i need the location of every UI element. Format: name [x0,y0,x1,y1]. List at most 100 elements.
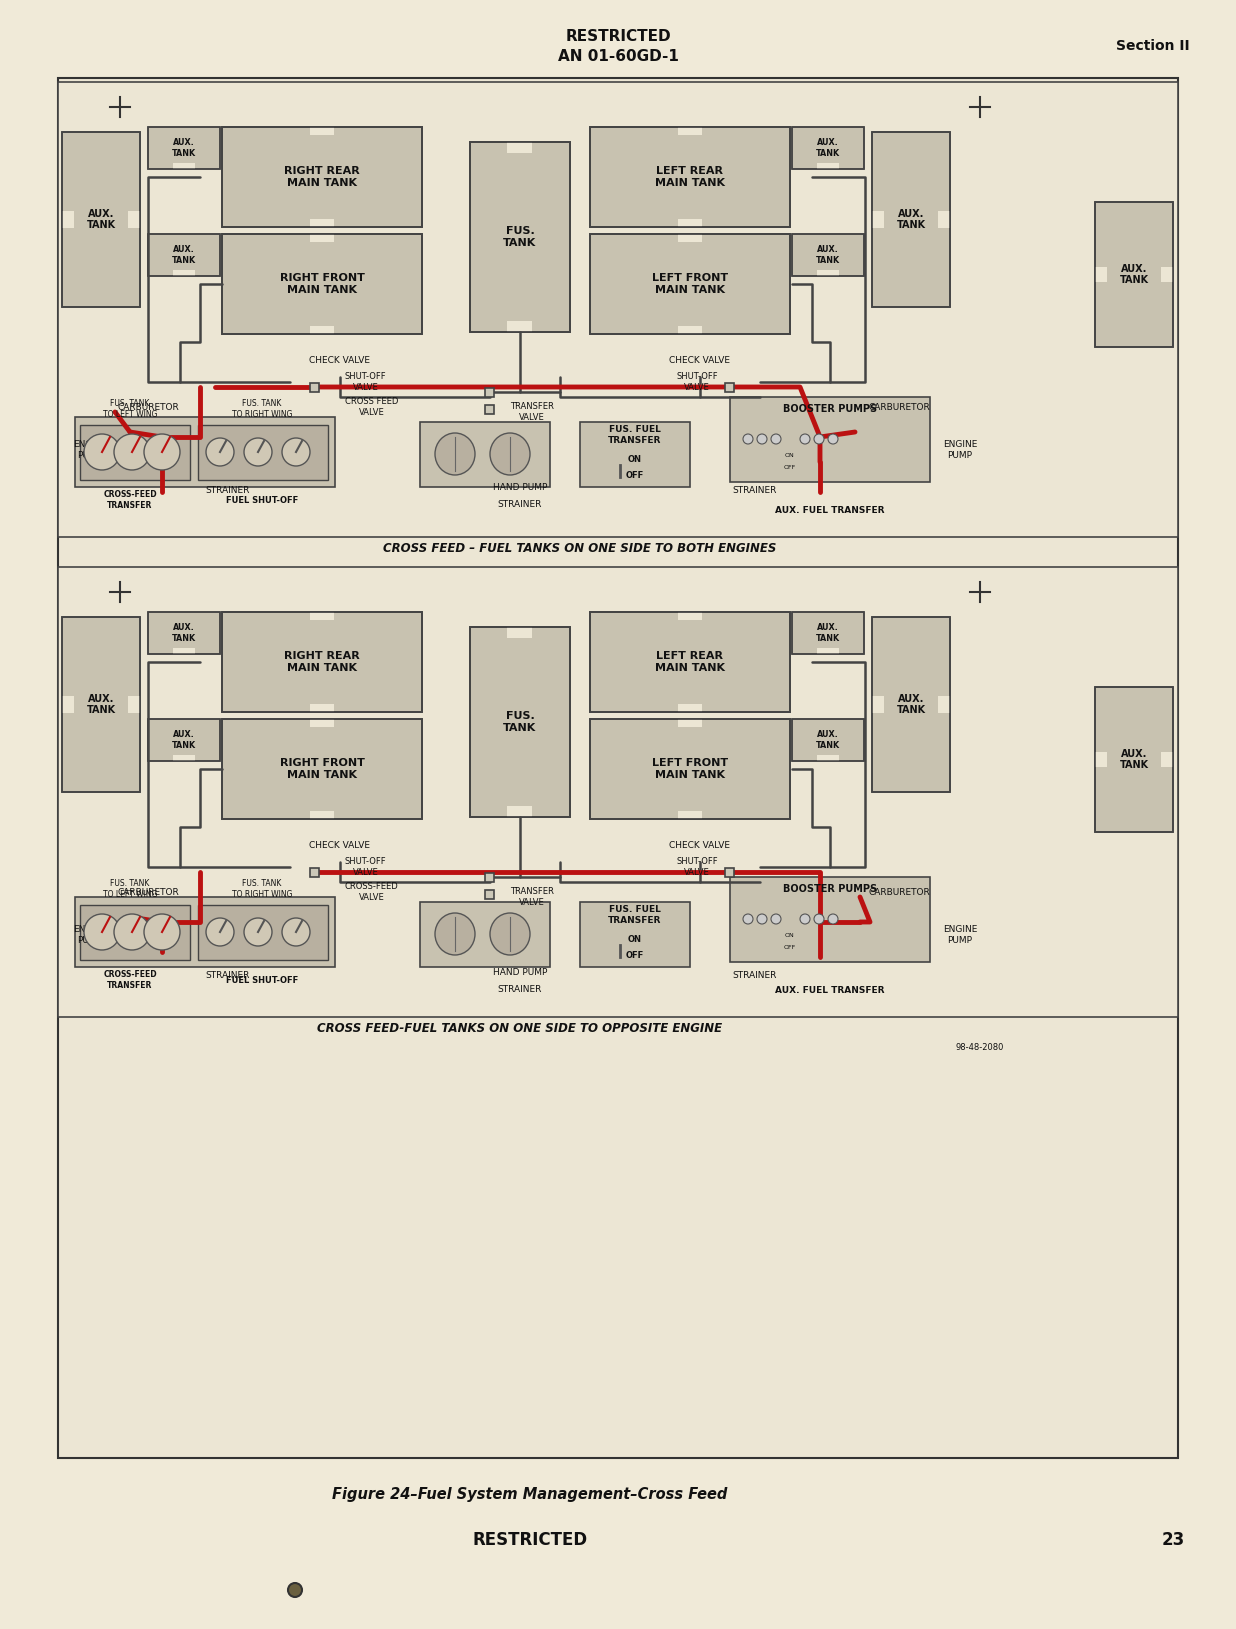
Text: RIGHT FRONT
MAIN TANK: RIGHT FRONT MAIN TANK [279,274,365,295]
Circle shape [828,914,838,924]
Text: ENGINE
PUMP: ENGINE PUMP [73,440,108,459]
Text: FUS. TANK
TO RIGHT WING: FUS. TANK TO RIGHT WING [231,399,292,419]
Text: FUEL SHUT-OFF: FUEL SHUT-OFF [226,976,298,984]
Bar [148,127,220,169]
Bar [129,210,140,228]
Circle shape [243,919,272,946]
Bar [148,718,220,761]
Bar [173,754,195,761]
Bar [222,235,421,334]
Bar [420,422,550,487]
Text: FUS. TANK
TO RIGHT WING: FUS. TANK TO RIGHT WING [231,880,292,899]
Circle shape [288,1583,302,1596]
Bar [310,383,319,391]
Bar [726,383,734,391]
Bar [148,127,220,169]
Bar [222,613,421,712]
Text: CROSS-FEED
VALVE: CROSS-FEED VALVE [345,883,399,902]
Bar [508,321,533,332]
Circle shape [771,433,781,445]
Circle shape [282,438,310,466]
Text: STRAINER: STRAINER [498,984,543,994]
Text: ENGINE
PUMP: ENGINE PUMP [73,925,108,945]
Bar [148,235,220,275]
Bar [1162,753,1173,767]
Text: CARBURETOR: CARBURETOR [117,888,179,896]
Circle shape [756,914,768,924]
Circle shape [756,433,768,445]
Text: FUS. TANK
TO LEFT WING: FUS. TANK TO LEFT WING [103,399,157,419]
Text: RESTRICTED: RESTRICTED [565,28,671,44]
Bar [148,235,220,275]
Text: RIGHT REAR
MAIN TANK: RIGHT REAR MAIN TANK [284,652,360,673]
Text: AUX.
TANK: AUX. TANK [816,246,840,264]
Bar [679,811,702,819]
Bar [58,81,1178,538]
Circle shape [84,433,120,471]
Text: CROSS-FEED
TRANSFER: CROSS-FEED TRANSFER [103,490,157,510]
Text: CHECK VALVE: CHECK VALVE [309,841,371,849]
Text: AUX. FUEL TRANSFER: AUX. FUEL TRANSFER [775,986,885,994]
Bar [1162,267,1173,282]
Text: FUEL SHUT-OFF: FUEL SHUT-OFF [226,495,298,505]
Circle shape [84,914,120,950]
Bar [679,218,702,226]
Text: TRANSFER
VALVE: TRANSFER VALVE [510,888,554,907]
Bar [679,718,702,727]
Bar [75,898,335,968]
Bar [508,806,533,818]
Bar [590,613,790,712]
Bar [508,142,533,153]
Bar [62,132,140,306]
Bar [1095,753,1106,767]
Bar [679,704,702,712]
Bar [62,132,140,306]
Text: ENGINE
PUMP: ENGINE PUMP [943,440,978,459]
Bar [310,127,334,135]
Circle shape [145,914,180,950]
Bar [730,876,929,963]
Bar [817,754,839,761]
Bar [873,132,950,306]
Bar [792,235,864,275]
Bar [792,235,864,275]
Text: AUX.
TANK: AUX. TANK [87,209,115,230]
Bar [129,696,140,714]
Bar [730,397,929,482]
Bar [62,617,140,792]
Bar [580,422,690,487]
Text: LEFT FRONT
MAIN TANK: LEFT FRONT MAIN TANK [651,757,728,780]
Text: RESTRICTED: RESTRICTED [472,1531,587,1549]
Bar [679,613,702,621]
Bar [75,417,335,487]
Bar [873,617,950,792]
Bar [310,868,319,876]
Bar [222,235,421,334]
Text: CROSS FEED-FUEL TANKS ON ONE SIDE TO OPPOSITE ENGINE: CROSS FEED-FUEL TANKS ON ONE SIDE TO OPP… [318,1023,723,1036]
Text: STRAINER: STRAINER [498,500,543,508]
Text: SHUT-OFF
VALVE: SHUT-OFF VALVE [676,857,718,876]
Bar [590,718,790,819]
Bar [873,132,950,306]
Bar [726,868,734,876]
Bar [486,889,494,899]
Bar [420,902,550,968]
Bar [817,648,839,653]
Text: AUX.
TANK: AUX. TANK [172,730,197,749]
Text: AUX.
TANK: AUX. TANK [816,624,840,643]
Circle shape [800,914,810,924]
Text: FUS. FUEL
TRANSFER: FUS. FUEL TRANSFER [608,906,661,925]
Text: AUX.
TANK: AUX. TANK [172,624,197,643]
Bar [310,218,334,226]
Text: CROSS FEED – FUEL TANKS ON ONE SIDE TO BOTH ENGINES: CROSS FEED – FUEL TANKS ON ONE SIDE TO B… [383,542,776,555]
Text: STRAINER: STRAINER [733,971,777,979]
Text: OFF: OFF [625,471,644,479]
Circle shape [828,433,838,445]
Bar [310,718,334,727]
Text: BOOSTER PUMPS: BOOSTER PUMPS [782,885,878,894]
Text: HAND PUMP: HAND PUMP [493,482,548,492]
Circle shape [800,433,810,445]
Bar [873,210,884,228]
Bar [792,127,864,169]
Bar [148,718,220,761]
